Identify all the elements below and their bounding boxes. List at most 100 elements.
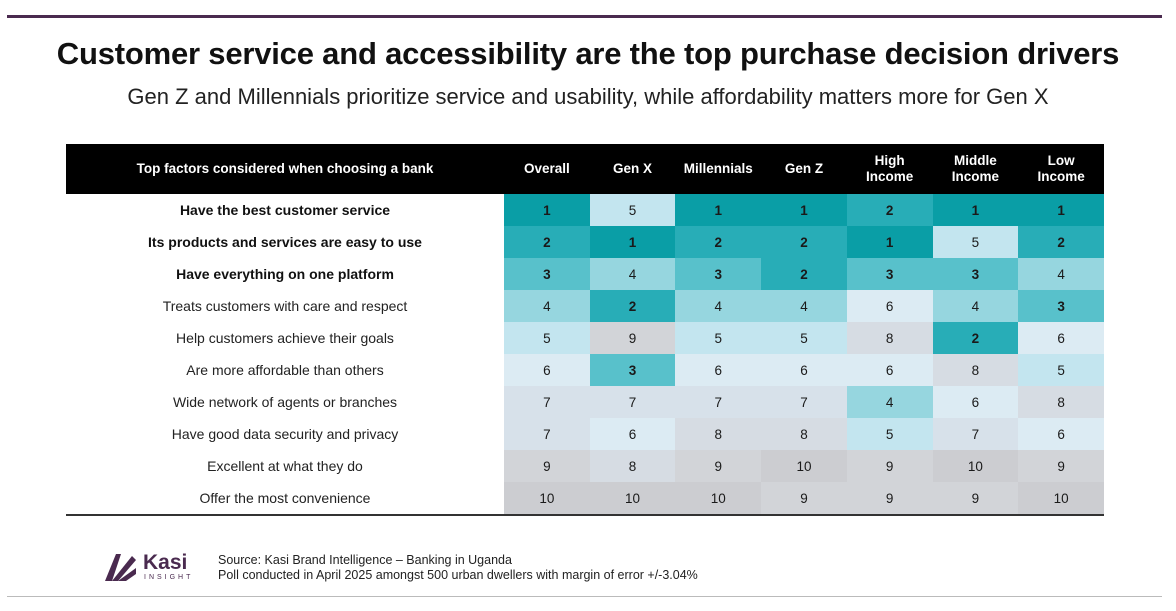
rank-cell: 10 <box>761 450 847 482</box>
rank-cell: 4 <box>589 258 676 290</box>
rank-cell: 3 <box>589 354 676 386</box>
rank-cell: 2 <box>1018 226 1104 258</box>
rank-cell: 6 <box>504 354 590 386</box>
rank-cell: 2 <box>846 194 933 226</box>
rank-cell: 5 <box>761 322 847 354</box>
table-body: Have the best customer service 1 5 1 1 2 1 1 Its… <box>66 194 1104 516</box>
rank-cell: 9 <box>1018 450 1104 482</box>
rank-cell: 10 <box>504 482 590 516</box>
rank-cell: 6 <box>846 354 933 386</box>
rank-cell: 3 <box>675 258 762 290</box>
top-divider <box>7 15 1162 18</box>
rank-cell: 6 <box>1018 322 1104 354</box>
column-header: High Income <box>846 144 933 194</box>
table-row: Excellent at what they do 9 8 9 10 9 10 9 <box>66 450 1104 482</box>
rank-cell: 4 <box>675 290 762 322</box>
rank-cell: 6 <box>589 418 676 450</box>
rank-cell: 2 <box>504 226 590 258</box>
table-row: Its products and services are easy to us… <box>66 226 1104 258</box>
rank-cell: 5 <box>675 322 762 354</box>
rank-cell: 1 <box>504 194 590 226</box>
rank-cell: 5 <box>589 194 676 226</box>
rank-cell: 4 <box>846 386 933 418</box>
rank-cell: 2 <box>589 290 676 322</box>
column-header: Gen X <box>589 144 676 194</box>
table-row: Treats customers with care and respect 4 2… <box>66 290 1104 322</box>
page-title: Customer service and accessibility are t… <box>56 36 1120 71</box>
rank-cell: 5 <box>932 226 1019 258</box>
rank-cell: 10 <box>932 450 1019 482</box>
page-subtitle: Gen Z and Millennials prioritize service… <box>127 84 1049 109</box>
rank-cell: 4 <box>932 290 1019 322</box>
rank-cell: 2 <box>761 226 847 258</box>
table-row: Offer the most convenience 10 10 10 9 9 9 10 <box>66 482 1104 516</box>
rank-cell: 7 <box>761 386 847 418</box>
rank-cell: 4 <box>1018 258 1104 290</box>
rank-cell: 7 <box>932 418 1019 450</box>
source-line: Source: Kasi Brand Intelligence – Bankin… <box>218 553 512 567</box>
rank-cell: 8 <box>589 450 676 482</box>
factor-label: Its products and services are easy to us… <box>148 234 422 250</box>
column-header: Overall <box>504 144 590 194</box>
rank-cell: 4 <box>761 290 847 322</box>
rank-cell: 8 <box>675 418 762 450</box>
factor-label: Have everything on one platform <box>176 266 394 282</box>
row-header: Top factors considered when choosing a b… <box>66 144 504 194</box>
column-header: Middle Income <box>932 144 1019 194</box>
rank-cell: 9 <box>504 450 590 482</box>
rank-cell: 9 <box>846 450 933 482</box>
rank-cell: 9 <box>846 482 933 516</box>
table-row: Have everything on one platform 3 4 3 2 3 3 4 <box>66 258 1104 290</box>
factor-label: Help customers achieve their goals <box>176 330 394 346</box>
methodology-line: Poll conducted in April 2025 amongst 500… <box>218 568 698 582</box>
rank-cell: 8 <box>846 322 933 354</box>
rank-cell: 3 <box>932 258 1019 290</box>
rank-cell: 5 <box>1018 354 1104 386</box>
rank-cell: 6 <box>1018 418 1104 450</box>
column-header: Millennials <box>675 144 762 194</box>
rank-cell: 6 <box>932 386 1019 418</box>
rank-cell: 3 <box>504 258 590 290</box>
rank-cell: 5 <box>504 322 590 354</box>
table-row: Have the best customer service 1 5 1 1 2 1 1 <box>66 194 1104 226</box>
rank-cell: 1 <box>675 194 762 226</box>
rank-cell: 8 <box>761 418 847 450</box>
rank-cell: 1 <box>761 194 847 226</box>
table-header-row: Top factors considered when choosing a b… <box>66 144 1104 194</box>
column-header: Low Income <box>1018 144 1104 194</box>
rank-cell: 6 <box>846 290 933 322</box>
factor-label: Treats customers with care and respect <box>162 298 408 314</box>
rank-cell: 8 <box>1018 386 1104 418</box>
rank-cell: 6 <box>761 354 847 386</box>
factor-label: Excellent at what they do <box>207 458 363 474</box>
rank-cell: 2 <box>932 322 1019 354</box>
rank-cell: 3 <box>846 258 933 290</box>
rank-cell: 4 <box>504 290 590 322</box>
rank-cell: 10 <box>1018 482 1104 516</box>
factor-label: Offer the most convenience <box>66 482 504 516</box>
rank-cell: 10 <box>589 482 676 516</box>
table-row: Are more affordable than others 6 3 6 6 6 8 5 <box>66 354 1104 386</box>
rank-cell: 7 <box>589 386 676 418</box>
rank-cell: 3 <box>1018 290 1104 322</box>
rank-cell: 9 <box>589 322 676 354</box>
rank-cell: 7 <box>504 386 590 418</box>
factor-label: Have the best customer service <box>179 202 391 218</box>
ranking-table: Top factors considered when choosing a b… <box>66 144 1104 516</box>
factor-label: Have good data security and privacy <box>171 426 399 442</box>
brand-name: Kasi <box>143 551 188 574</box>
rank-cell: 1 <box>1018 194 1104 226</box>
table-row: Have good data security and privacy 7 6 8 8 5… <box>66 418 1104 450</box>
rank-cell: 5 <box>846 418 933 450</box>
source-note: Source: Kasi Brand Intelligence – Bankin… <box>218 553 698 583</box>
rank-cell: 1 <box>589 226 676 258</box>
rank-cell: 1 <box>846 226 933 258</box>
rank-cell: 9 <box>761 482 847 516</box>
rank-cell: 7 <box>675 386 762 418</box>
rank-cell: 1 <box>932 194 1019 226</box>
rank-cell: 9 <box>675 450 762 482</box>
factor-label: Are more affordable than others <box>186 362 384 378</box>
table-row: Help customers achieve their goals 5 9 5 5 8 2… <box>66 322 1104 354</box>
rank-cell: 7 <box>504 418 590 450</box>
factor-label: Wide network of agents or branches <box>172 394 398 410</box>
